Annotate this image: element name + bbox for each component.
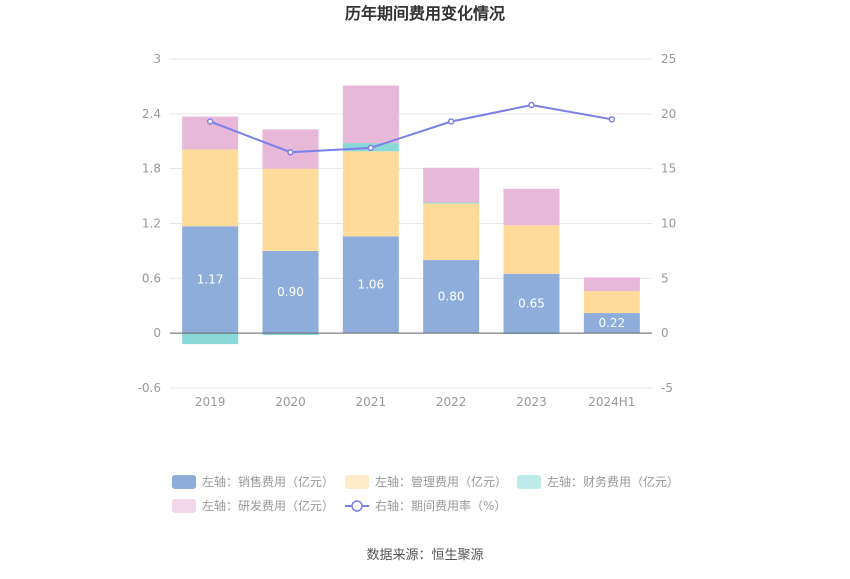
- right-tick-label: 10: [661, 217, 676, 231]
- right-tick-label: 15: [661, 162, 676, 176]
- bar-segment: [262, 250, 319, 334]
- right-tick-label: 20: [661, 107, 676, 121]
- bar-segment: [423, 167, 480, 203]
- left-tick-label: -0.6: [138, 381, 161, 395]
- legend-swatch: [172, 475, 196, 489]
- rate-line-path: [209, 104, 613, 154]
- rate-point: [206, 118, 214, 125]
- left-tick-label: 2.4: [142, 107, 161, 121]
- bar-value-label: 0.90: [277, 285, 304, 299]
- category-label: 2024H1: [588, 395, 635, 409]
- right-tick-label: -5: [661, 381, 673, 395]
- category-label: 2021: [356, 395, 387, 409]
- bar-value-label: 1.06: [357, 278, 384, 292]
- rate-point: [367, 144, 375, 152]
- bar-segment: [423, 202, 480, 204]
- bar-segment: [342, 151, 399, 237]
- bar-value-label: 0.65: [518, 296, 545, 310]
- bar-segment: [503, 188, 560, 226]
- bar-segment: [423, 260, 480, 334]
- left-tick-label: 1.2: [142, 217, 161, 231]
- category-label: 2019: [195, 395, 226, 409]
- bar-value-label: 0.80: [438, 290, 465, 304]
- right-tick-label: 25: [661, 52, 676, 66]
- bar-segment: [182, 226, 239, 334]
- bar-segment: [583, 291, 640, 314]
- bar-series: [182, 85, 640, 345]
- category-label: 2020: [275, 395, 306, 409]
- bar-value-label: 0.22: [598, 316, 625, 330]
- right-y-axis: -5 0 5 10 15 20 25: [661, 52, 676, 395]
- legend-swatch: [345, 475, 369, 489]
- bar-segment: [503, 273, 560, 334]
- grid-lines: [170, 58, 652, 389]
- bar-segment: [262, 168, 319, 251]
- left-tick-label: 3: [153, 52, 161, 66]
- bar-segment: [503, 225, 560, 274]
- left-tick-label: 0: [153, 326, 161, 340]
- bar-data-labels: 1.17 0.90 1.06 0.80 0.65 0.22: [197, 273, 625, 330]
- rate-point: [528, 101, 535, 109]
- legend-label: 左轴：研发费用（亿元）: [202, 498, 334, 513]
- bar-segment: [182, 149, 239, 227]
- x-axis: 2019 2020 2021 2022 2023 2024H1: [170, 332, 652, 409]
- category-label: 2022: [436, 395, 467, 409]
- left-tick-label: 1.8: [142, 162, 161, 176]
- category-label: 2023: [516, 395, 547, 409]
- rate-point: [608, 116, 616, 123]
- expense-rate-line: [206, 101, 616, 156]
- rate-point: [447, 118, 455, 125]
- bar-value-label: 1.17: [197, 273, 224, 287]
- bar-segment: [342, 85, 399, 144]
- right-tick-label: 0: [661, 326, 669, 340]
- left-y-axis: -0.6 0 0.6 1.2 1.8 2.4 3: [138, 52, 161, 395]
- rate-point: [287, 148, 294, 156]
- data-source: 数据来源：恒生聚源: [366, 548, 483, 563]
- bar-segment: [583, 277, 640, 292]
- legend: 左轴：销售费用（亿元） 左轴：管理费用（亿元） 左轴：财务费用（亿元） 左轴：研发费用…: [172, 474, 679, 513]
- chart-title: 历年期间费用变化情况: [345, 4, 505, 23]
- legend-label: 左轴：管理费用（亿元）: [375, 474, 507, 489]
- legend-line-marker: [351, 500, 363, 512]
- bar-segment: [583, 313, 640, 334]
- bar-segment: [423, 203, 480, 261]
- left-tick-label: 0.6: [142, 271, 161, 285]
- bar-segment: [182, 333, 239, 345]
- bar-segment: [342, 236, 399, 334]
- legend-label: 左轴：财务费用（亿元）: [547, 474, 679, 489]
- right-tick-label: 5: [661, 271, 669, 285]
- legend-label: 左轴：销售费用（亿元）: [202, 474, 334, 489]
- legend-label: 右轴：期间费用率（%）: [375, 498, 506, 513]
- legend-swatch: [517, 475, 541, 489]
- bar-segment: [262, 333, 319, 335]
- legend-swatch: [172, 499, 196, 513]
